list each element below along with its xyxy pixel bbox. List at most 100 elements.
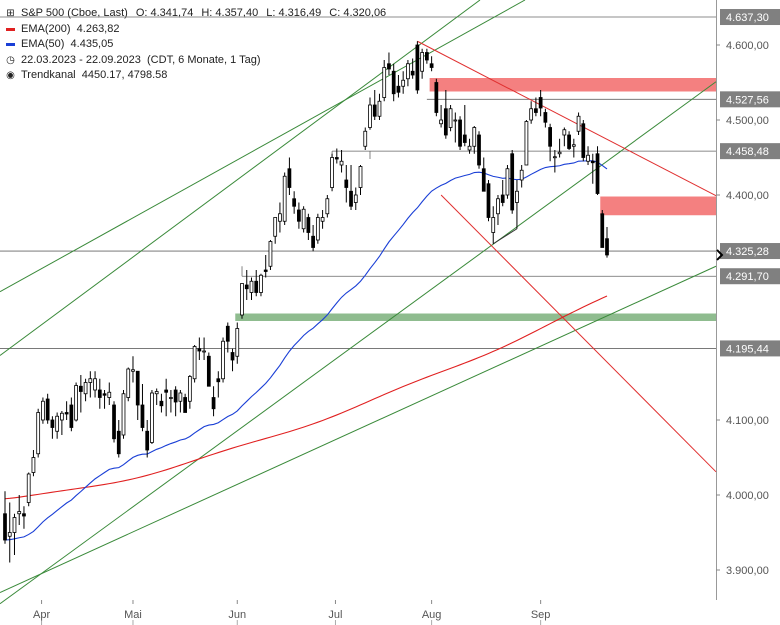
level-tag-bg xyxy=(720,340,780,357)
candle-up xyxy=(467,145,472,151)
candle-up xyxy=(472,127,477,147)
candle-up xyxy=(278,213,282,222)
ema50-label: EMA(50) xyxy=(21,38,65,50)
candle-down xyxy=(396,85,401,93)
candle-down xyxy=(486,183,491,218)
x-tick-label: Apr xyxy=(33,609,50,621)
candle-down xyxy=(306,217,311,233)
candle-up xyxy=(55,415,60,432)
candle-down xyxy=(595,153,600,194)
candle-up xyxy=(7,532,12,537)
candle-down xyxy=(458,119,462,147)
candle-up xyxy=(121,393,126,436)
trend-channel-lower xyxy=(0,265,717,593)
candle-up xyxy=(519,169,524,181)
candle-up xyxy=(240,283,244,316)
high-key: H: xyxy=(201,7,213,19)
candle-up xyxy=(406,63,410,80)
y-tick-label: 4.000,00 xyxy=(726,490,769,502)
candle-down xyxy=(429,63,434,68)
candle-down xyxy=(538,97,543,109)
range-dates: 22.03.2023 - 22.09.2023 xyxy=(21,53,141,66)
candle-up xyxy=(382,67,387,98)
x-axis: Apr Mai Jun Jul Aug Sep xyxy=(33,600,550,625)
candle-up xyxy=(515,190,519,203)
candle-down xyxy=(164,389,169,393)
candle-up xyxy=(453,119,458,122)
channel-label: Trendkanal xyxy=(21,69,76,81)
candle-down xyxy=(287,168,292,188)
level-tag-bg xyxy=(720,243,780,260)
candle-up xyxy=(154,391,159,395)
candle-down xyxy=(500,194,505,203)
candle-up xyxy=(576,115,581,132)
legend-ema200-row: EMA(200) 4.263,82 xyxy=(6,22,386,38)
candle-up xyxy=(12,517,17,533)
candle-up xyxy=(259,274,263,293)
candle-up xyxy=(107,391,112,398)
candle-down xyxy=(216,378,221,383)
candle-up xyxy=(353,194,358,203)
legend-channel-row: ◉ Trendkanal 4450.17, 4798.58 xyxy=(6,68,386,84)
candle-down xyxy=(387,63,391,70)
candle-up xyxy=(491,217,496,233)
candle-up xyxy=(83,382,88,395)
resistance-support-zones xyxy=(235,78,717,321)
zone-2 xyxy=(235,313,717,321)
candle-up xyxy=(420,52,425,72)
x-tick-label: Mai xyxy=(124,609,142,621)
candle-down xyxy=(415,44,420,91)
level-tag-label: 4.325,28 xyxy=(726,246,769,258)
candle-up xyxy=(36,412,41,455)
candle-up xyxy=(235,328,240,357)
candle-up xyxy=(358,166,363,188)
legend-ema50-row: EMA(50) 4.435,05 xyxy=(6,37,386,53)
candle-down xyxy=(510,153,515,211)
candle-up xyxy=(505,168,510,196)
candle-up xyxy=(448,108,453,128)
trend-channel-upper xyxy=(0,0,526,293)
candle-up xyxy=(41,400,45,421)
candle-up xyxy=(93,378,97,391)
candle-up xyxy=(320,217,325,222)
zone-0 xyxy=(429,78,716,92)
candle-up xyxy=(31,457,36,473)
instrument-icon: ⊞ xyxy=(6,8,15,19)
candle-down xyxy=(334,157,339,160)
candle-down xyxy=(462,134,467,143)
candle-down xyxy=(183,397,187,413)
candle-down xyxy=(225,325,230,342)
candle-up xyxy=(552,156,557,159)
trend-steep-upper xyxy=(0,0,481,356)
open-key: O: xyxy=(135,7,148,19)
candle-down xyxy=(605,238,609,256)
candle-down xyxy=(69,404,74,428)
instrument-title: S&P 500 (Cboe, Last) xyxy=(21,7,128,19)
candle-up xyxy=(221,340,225,380)
candle-down xyxy=(112,404,116,440)
low-key: L: xyxy=(266,7,276,19)
support-segment xyxy=(492,228,518,245)
candle-up xyxy=(368,104,372,128)
candle-up xyxy=(192,346,197,380)
y-axis: 3.900,00 4.000,00 4.100,00 4.400,00 4.500,00… xyxy=(716,40,769,577)
candle-down xyxy=(567,134,571,149)
x-tick-label: Aug xyxy=(422,609,442,621)
candle-up xyxy=(282,175,287,222)
candle-up xyxy=(529,108,534,121)
candle-up xyxy=(401,79,406,87)
candle-down xyxy=(590,160,595,164)
candle-down xyxy=(116,430,121,455)
candle-up xyxy=(126,368,131,398)
y-tick-label: 3.900,00 xyxy=(726,565,769,577)
candle-down xyxy=(481,168,486,192)
candle-down xyxy=(50,419,55,428)
candle-down xyxy=(349,190,353,207)
candle-up xyxy=(325,198,330,215)
candle-down xyxy=(211,397,216,410)
price-level-lines: 4.637,30 4.527,56 4.458,48 4.325,28 4.291,70… xyxy=(0,9,780,357)
ema200-label: EMA(200) xyxy=(21,22,71,35)
candle-down xyxy=(22,513,26,517)
candle-up xyxy=(202,350,206,353)
